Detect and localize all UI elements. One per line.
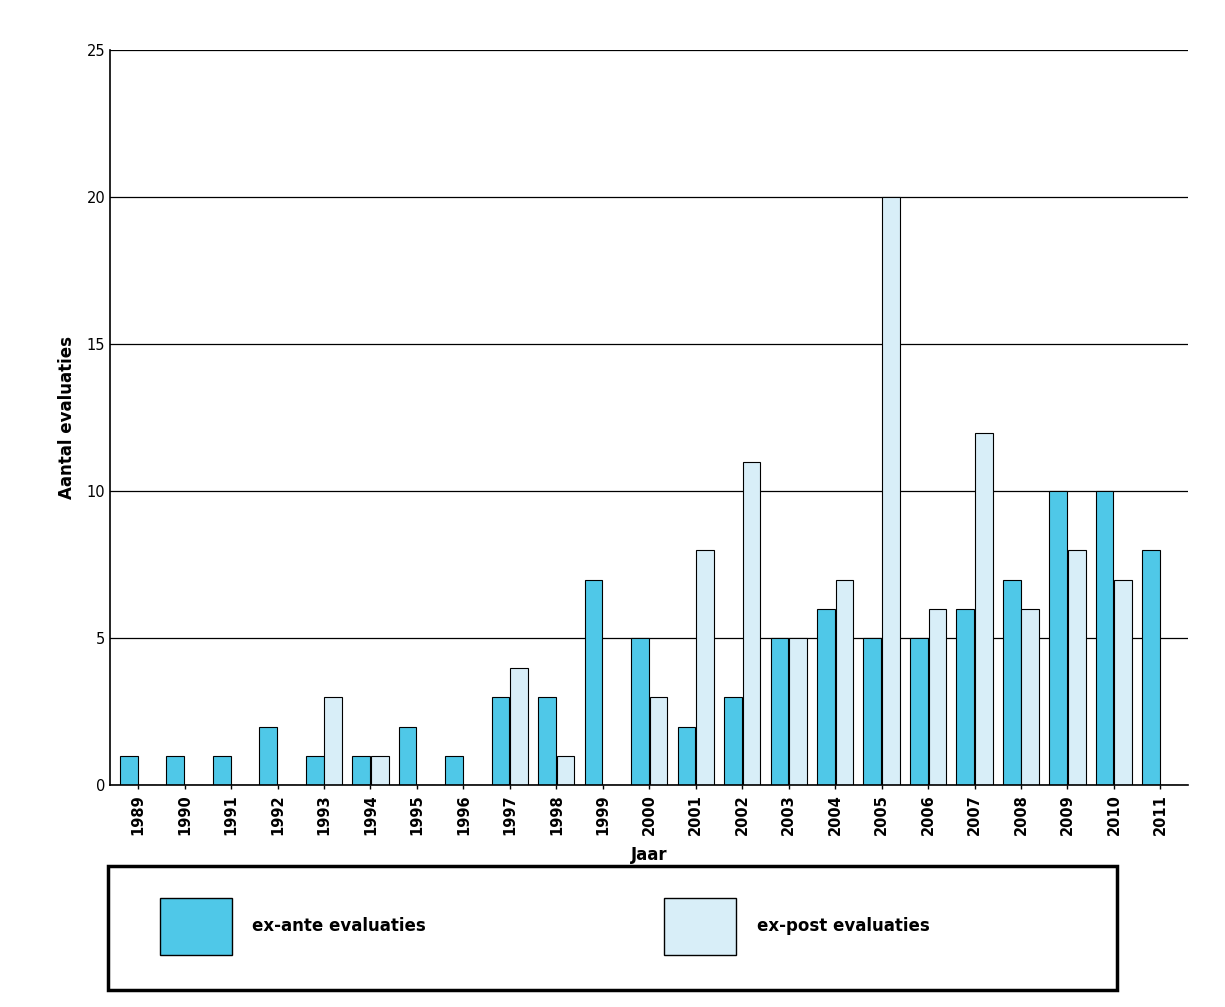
Bar <box>696 550 714 785</box>
Bar <box>260 727 277 785</box>
Bar <box>325 697 342 785</box>
Bar <box>789 638 807 785</box>
Bar <box>1050 491 1067 785</box>
Bar <box>1142 550 1160 785</box>
Bar <box>929 609 946 785</box>
Y-axis label: Aantal evaluaties: Aantal evaluaties <box>58 336 76 499</box>
Bar <box>557 756 575 785</box>
FancyBboxPatch shape <box>664 898 736 955</box>
Bar <box>1115 580 1132 785</box>
Bar <box>910 638 927 785</box>
Bar <box>724 697 741 785</box>
Text: ex-post evaluaties: ex-post evaluaties <box>757 917 930 936</box>
Bar <box>306 756 323 785</box>
FancyBboxPatch shape <box>159 898 232 955</box>
Bar <box>584 580 603 785</box>
Bar <box>511 668 528 785</box>
Bar <box>538 697 556 785</box>
FancyBboxPatch shape <box>108 866 1117 990</box>
Bar <box>1096 491 1114 785</box>
Bar <box>975 433 992 785</box>
Bar <box>817 609 834 785</box>
Bar <box>835 580 854 785</box>
Bar <box>213 756 230 785</box>
Bar <box>1068 550 1085 785</box>
Bar <box>771 638 788 785</box>
Bar <box>677 727 696 785</box>
Bar <box>371 756 388 785</box>
Bar <box>864 638 881 785</box>
Bar <box>649 697 668 785</box>
Bar <box>353 756 370 785</box>
Bar <box>742 462 761 785</box>
X-axis label: Jaar: Jaar <box>631 847 668 864</box>
Bar <box>399 727 417 785</box>
Bar <box>491 697 510 785</box>
Bar <box>120 756 137 785</box>
Bar <box>957 609 974 785</box>
Bar <box>167 756 184 785</box>
Bar <box>1003 580 1020 785</box>
Bar <box>445 756 463 785</box>
Text: ex-ante evaluaties: ex-ante evaluaties <box>252 917 426 936</box>
Bar <box>1022 609 1039 785</box>
Bar <box>882 197 899 785</box>
Bar <box>631 638 649 785</box>
